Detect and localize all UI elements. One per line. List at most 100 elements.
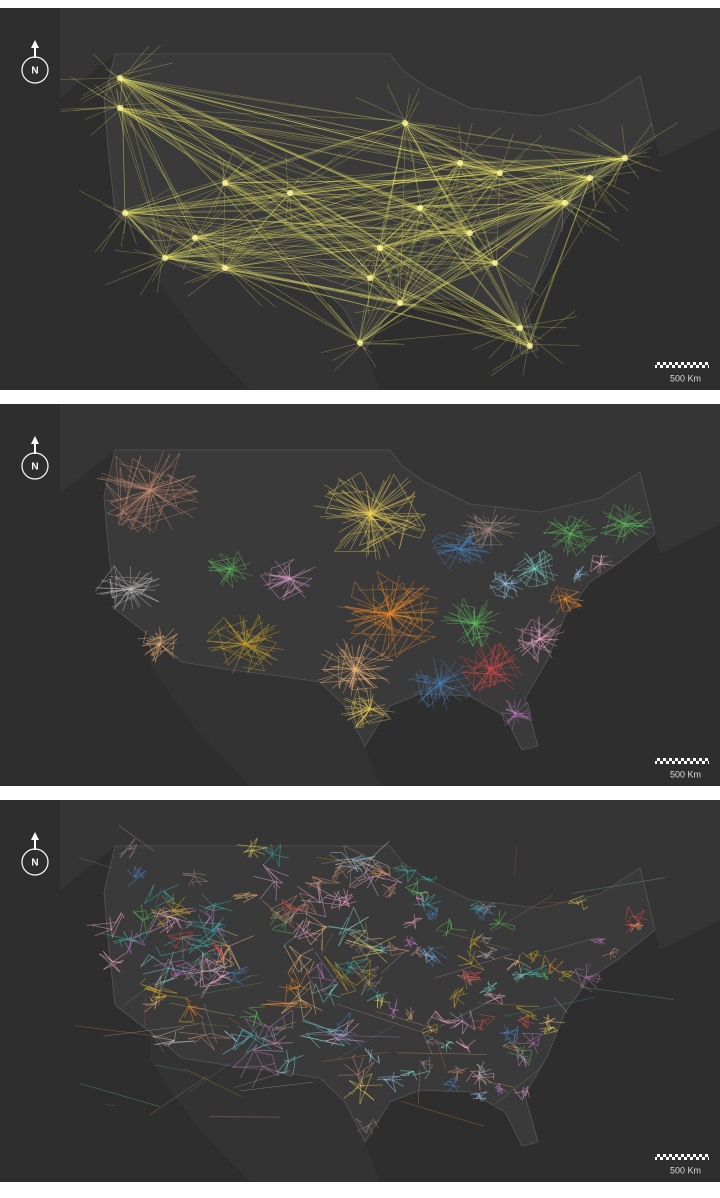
compass-label: N — [31, 858, 38, 869]
flow-line — [566, 204, 585, 213]
flow-line — [189, 943, 194, 954]
flow-line — [547, 1020, 552, 1028]
flow-line — [248, 1007, 258, 1012]
flow-line — [211, 964, 234, 971]
flow-line — [369, 513, 377, 560]
scale-label: 500 Km — [670, 373, 701, 383]
flow-line — [240, 1044, 258, 1078]
flow-line — [489, 668, 506, 681]
flow-line — [369, 708, 389, 718]
flow-line — [514, 701, 528, 715]
flow-line — [526, 553, 536, 570]
flow-line — [526, 1089, 530, 1098]
flow-line — [149, 489, 162, 515]
flow-line — [347, 478, 371, 515]
flow-line — [237, 550, 247, 570]
flow-line — [469, 976, 477, 984]
flow-line — [122, 106, 162, 138]
flow-line — [159, 628, 175, 645]
flow-line — [410, 882, 418, 894]
flow-line — [149, 489, 199, 503]
flow-line — [163, 226, 175, 261]
flow-line — [129, 578, 153, 590]
flow-line — [378, 248, 521, 329]
flow-line — [281, 910, 291, 918]
flow-line — [498, 1088, 503, 1093]
flow-line — [528, 310, 576, 347]
flow-line — [520, 157, 626, 328]
flow-line — [475, 679, 506, 691]
flow-line — [151, 234, 164, 256]
flow-line — [457, 1067, 468, 1073]
flow-line — [377, 202, 566, 249]
flow-line — [355, 714, 384, 728]
flow-line — [348, 527, 396, 535]
flow-line — [162, 157, 626, 259]
flow-line — [158, 907, 165, 915]
flow-line — [95, 587, 131, 590]
flow-line — [354, 668, 376, 679]
flow-line — [148, 643, 157, 662]
flow-line — [565, 166, 588, 207]
flow-line — [431, 532, 451, 543]
scale-label: 500 Km — [670, 769, 701, 779]
flow-line — [357, 687, 364, 728]
flow-line — [285, 903, 300, 911]
flow-line — [544, 955, 551, 965]
flow-line — [566, 533, 571, 542]
flow-line — [449, 989, 457, 1000]
flow-line — [398, 601, 429, 655]
flow-line — [289, 569, 311, 580]
flow-line — [229, 568, 254, 577]
flow-line — [270, 895, 298, 910]
flow-line — [472, 1071, 482, 1081]
flow-line — [361, 532, 396, 552]
flow-line — [208, 1037, 231, 1039]
flow-line — [353, 611, 391, 615]
flow-line — [483, 528, 491, 530]
flow-line — [459, 548, 469, 555]
flow-line — [123, 202, 566, 215]
flow-line — [164, 257, 224, 266]
flow-line — [187, 267, 226, 297]
flow-line — [187, 920, 222, 925]
flow-line — [369, 477, 409, 515]
flow-line — [182, 236, 196, 270]
flow-line — [152, 634, 178, 656]
flow-line — [509, 715, 529, 720]
flow-line — [531, 951, 540, 963]
flow-line — [118, 106, 125, 136]
flow-line — [104, 482, 138, 533]
flow-line — [574, 573, 577, 584]
flow-line — [624, 523, 643, 527]
flow-line — [356, 603, 391, 615]
flow-line — [258, 614, 265, 639]
flow-line — [600, 523, 637, 534]
flow-line — [193, 235, 371, 279]
flow-line — [515, 325, 518, 351]
flow-line — [95, 588, 131, 595]
flow-line — [472, 513, 491, 530]
flow-line — [366, 1124, 370, 1134]
flow-line — [261, 847, 273, 856]
flow-line — [426, 954, 437, 958]
flow-line — [553, 533, 571, 549]
flow-line — [614, 523, 617, 527]
flow-line — [281, 999, 302, 1015]
flow-line — [129, 570, 141, 590]
flow-line — [327, 490, 368, 495]
flow-line — [513, 1036, 518, 1046]
flow-line — [224, 205, 563, 269]
flow-line — [613, 159, 623, 187]
flow-line — [206, 640, 246, 645]
flow-line — [155, 946, 162, 956]
flow-line — [525, 967, 535, 974]
flow-line — [252, 1016, 257, 1027]
flow-line — [436, 677, 441, 685]
flow-line — [292, 970, 301, 987]
flow-line — [229, 564, 232, 570]
flow-line — [358, 708, 371, 716]
flow-line — [475, 650, 491, 670]
flow-line — [122, 215, 183, 241]
